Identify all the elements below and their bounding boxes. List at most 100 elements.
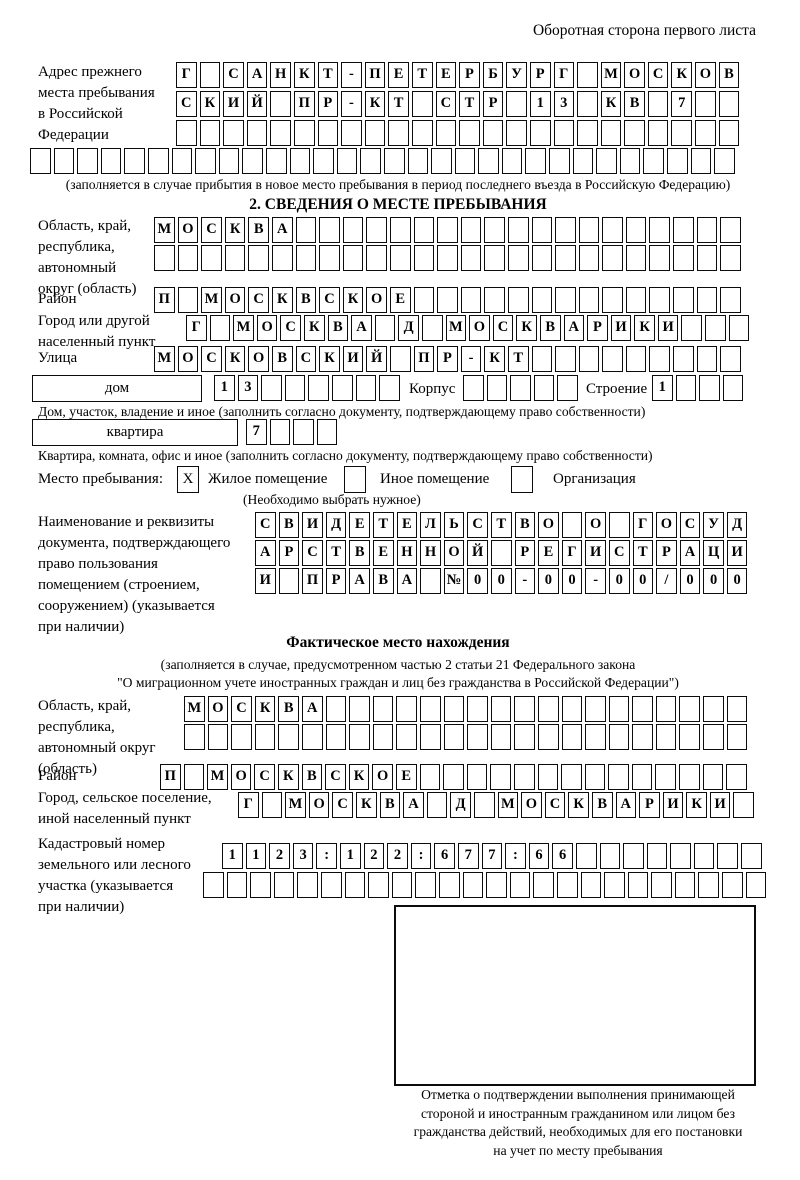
char-cell xyxy=(624,120,645,146)
dom-note: Дом, участок, владение и иное (заполнить… xyxy=(38,404,646,419)
char-cell xyxy=(718,91,740,117)
char-cell xyxy=(454,148,476,174)
char-cell: Т xyxy=(490,512,512,538)
char-cell xyxy=(585,724,606,750)
char-cell: А xyxy=(271,217,293,243)
char-cell: О xyxy=(624,62,645,88)
char-cell xyxy=(201,245,222,271)
char-cell: Й xyxy=(366,346,387,372)
char-cell: С xyxy=(254,764,275,790)
char-cell xyxy=(271,245,293,271)
ulitsa-label: Улица xyxy=(38,350,78,366)
char-cell xyxy=(631,764,653,790)
prev-address-row-3 xyxy=(176,120,742,146)
char-cell: Р xyxy=(514,540,536,566)
prev-address-row-4 xyxy=(30,148,738,174)
char-cell: Е xyxy=(435,62,457,88)
char-cell: В xyxy=(349,540,370,566)
char-cell xyxy=(679,696,701,722)
char-cell: М xyxy=(154,217,175,243)
char-cell xyxy=(726,696,748,722)
char-cell xyxy=(413,245,435,271)
char-cell xyxy=(673,287,694,313)
char-cell: О xyxy=(248,346,269,372)
char-cell xyxy=(443,764,464,790)
char-cell xyxy=(278,724,299,750)
char-cell xyxy=(261,792,283,818)
char-cell xyxy=(695,120,716,146)
char-cell xyxy=(531,287,553,313)
oblast-label: Область, край, республика, автономный ок… xyxy=(38,216,136,300)
char-cell xyxy=(649,245,671,271)
char-cell xyxy=(317,120,339,146)
char-cell xyxy=(273,872,295,898)
char-cell xyxy=(510,375,531,401)
char-cell xyxy=(443,696,465,722)
char-cell xyxy=(625,346,647,372)
char-cell xyxy=(316,419,338,445)
char-cell: 3 xyxy=(237,375,259,401)
label-line: при наличии) xyxy=(38,899,125,915)
char-cell: 1 xyxy=(245,843,267,869)
char-cell xyxy=(649,346,671,372)
char-cell xyxy=(473,792,495,818)
char-cell xyxy=(608,724,630,750)
char-cell xyxy=(466,764,488,790)
char-cell xyxy=(195,148,216,174)
char-cell xyxy=(413,217,435,243)
char-cell xyxy=(293,419,314,445)
char-cell xyxy=(602,287,623,313)
char-cell: С xyxy=(295,346,317,372)
char-cell xyxy=(673,245,694,271)
char-cell xyxy=(673,346,694,372)
char-cell: 1 xyxy=(214,375,235,401)
char-cell: Б xyxy=(482,62,504,88)
char-cell xyxy=(555,217,576,243)
char-cell xyxy=(703,724,724,750)
char-cell: О xyxy=(308,792,330,818)
char-cell: Н xyxy=(420,540,441,566)
char-cell: Т xyxy=(459,91,480,117)
char-cell xyxy=(690,148,712,174)
char-cell: О xyxy=(443,540,465,566)
char-cell: Т xyxy=(507,346,529,372)
char-cell xyxy=(478,148,499,174)
char-cell: В xyxy=(278,512,300,538)
char-cell xyxy=(265,148,287,174)
char-cell: П xyxy=(302,568,323,594)
char-cell xyxy=(578,346,600,372)
char-cell xyxy=(379,375,400,401)
prev-address-note: (заполняется в случае прибытия в новое м… xyxy=(65,177,731,192)
char-cell: Е xyxy=(396,512,418,538)
char-cell: Р xyxy=(587,315,608,341)
char-cell: П xyxy=(364,62,386,88)
prev-address-label: Адрес прежнего места пребывания в Россий… xyxy=(38,62,155,146)
char-cell: О xyxy=(656,512,677,538)
char-cell xyxy=(578,217,600,243)
char-cell xyxy=(702,764,724,790)
label-line: Город, сельское поселение, xyxy=(38,790,212,806)
char-cell: С xyxy=(325,764,346,790)
char-cell xyxy=(407,148,429,174)
char-cell xyxy=(100,148,122,174)
char-cell: 3 xyxy=(553,91,575,117)
stamp-box xyxy=(394,905,756,1086)
char-cell xyxy=(124,148,145,174)
char-cell xyxy=(695,91,716,117)
char-cell: - xyxy=(460,346,482,372)
char-cell: 1 xyxy=(529,91,551,117)
char-cell: В xyxy=(248,217,269,243)
char-cell xyxy=(627,872,649,898)
char-cell: 1 xyxy=(222,843,243,869)
char-cell xyxy=(30,148,51,174)
char-cell: С xyxy=(544,792,566,818)
char-cell: Й xyxy=(467,540,488,566)
char-cell xyxy=(391,872,413,898)
char-cell: С xyxy=(201,346,222,372)
char-cell: Л xyxy=(420,512,441,538)
char-cell: Д xyxy=(726,512,748,538)
char-cell xyxy=(525,148,547,174)
char-cell xyxy=(580,872,602,898)
